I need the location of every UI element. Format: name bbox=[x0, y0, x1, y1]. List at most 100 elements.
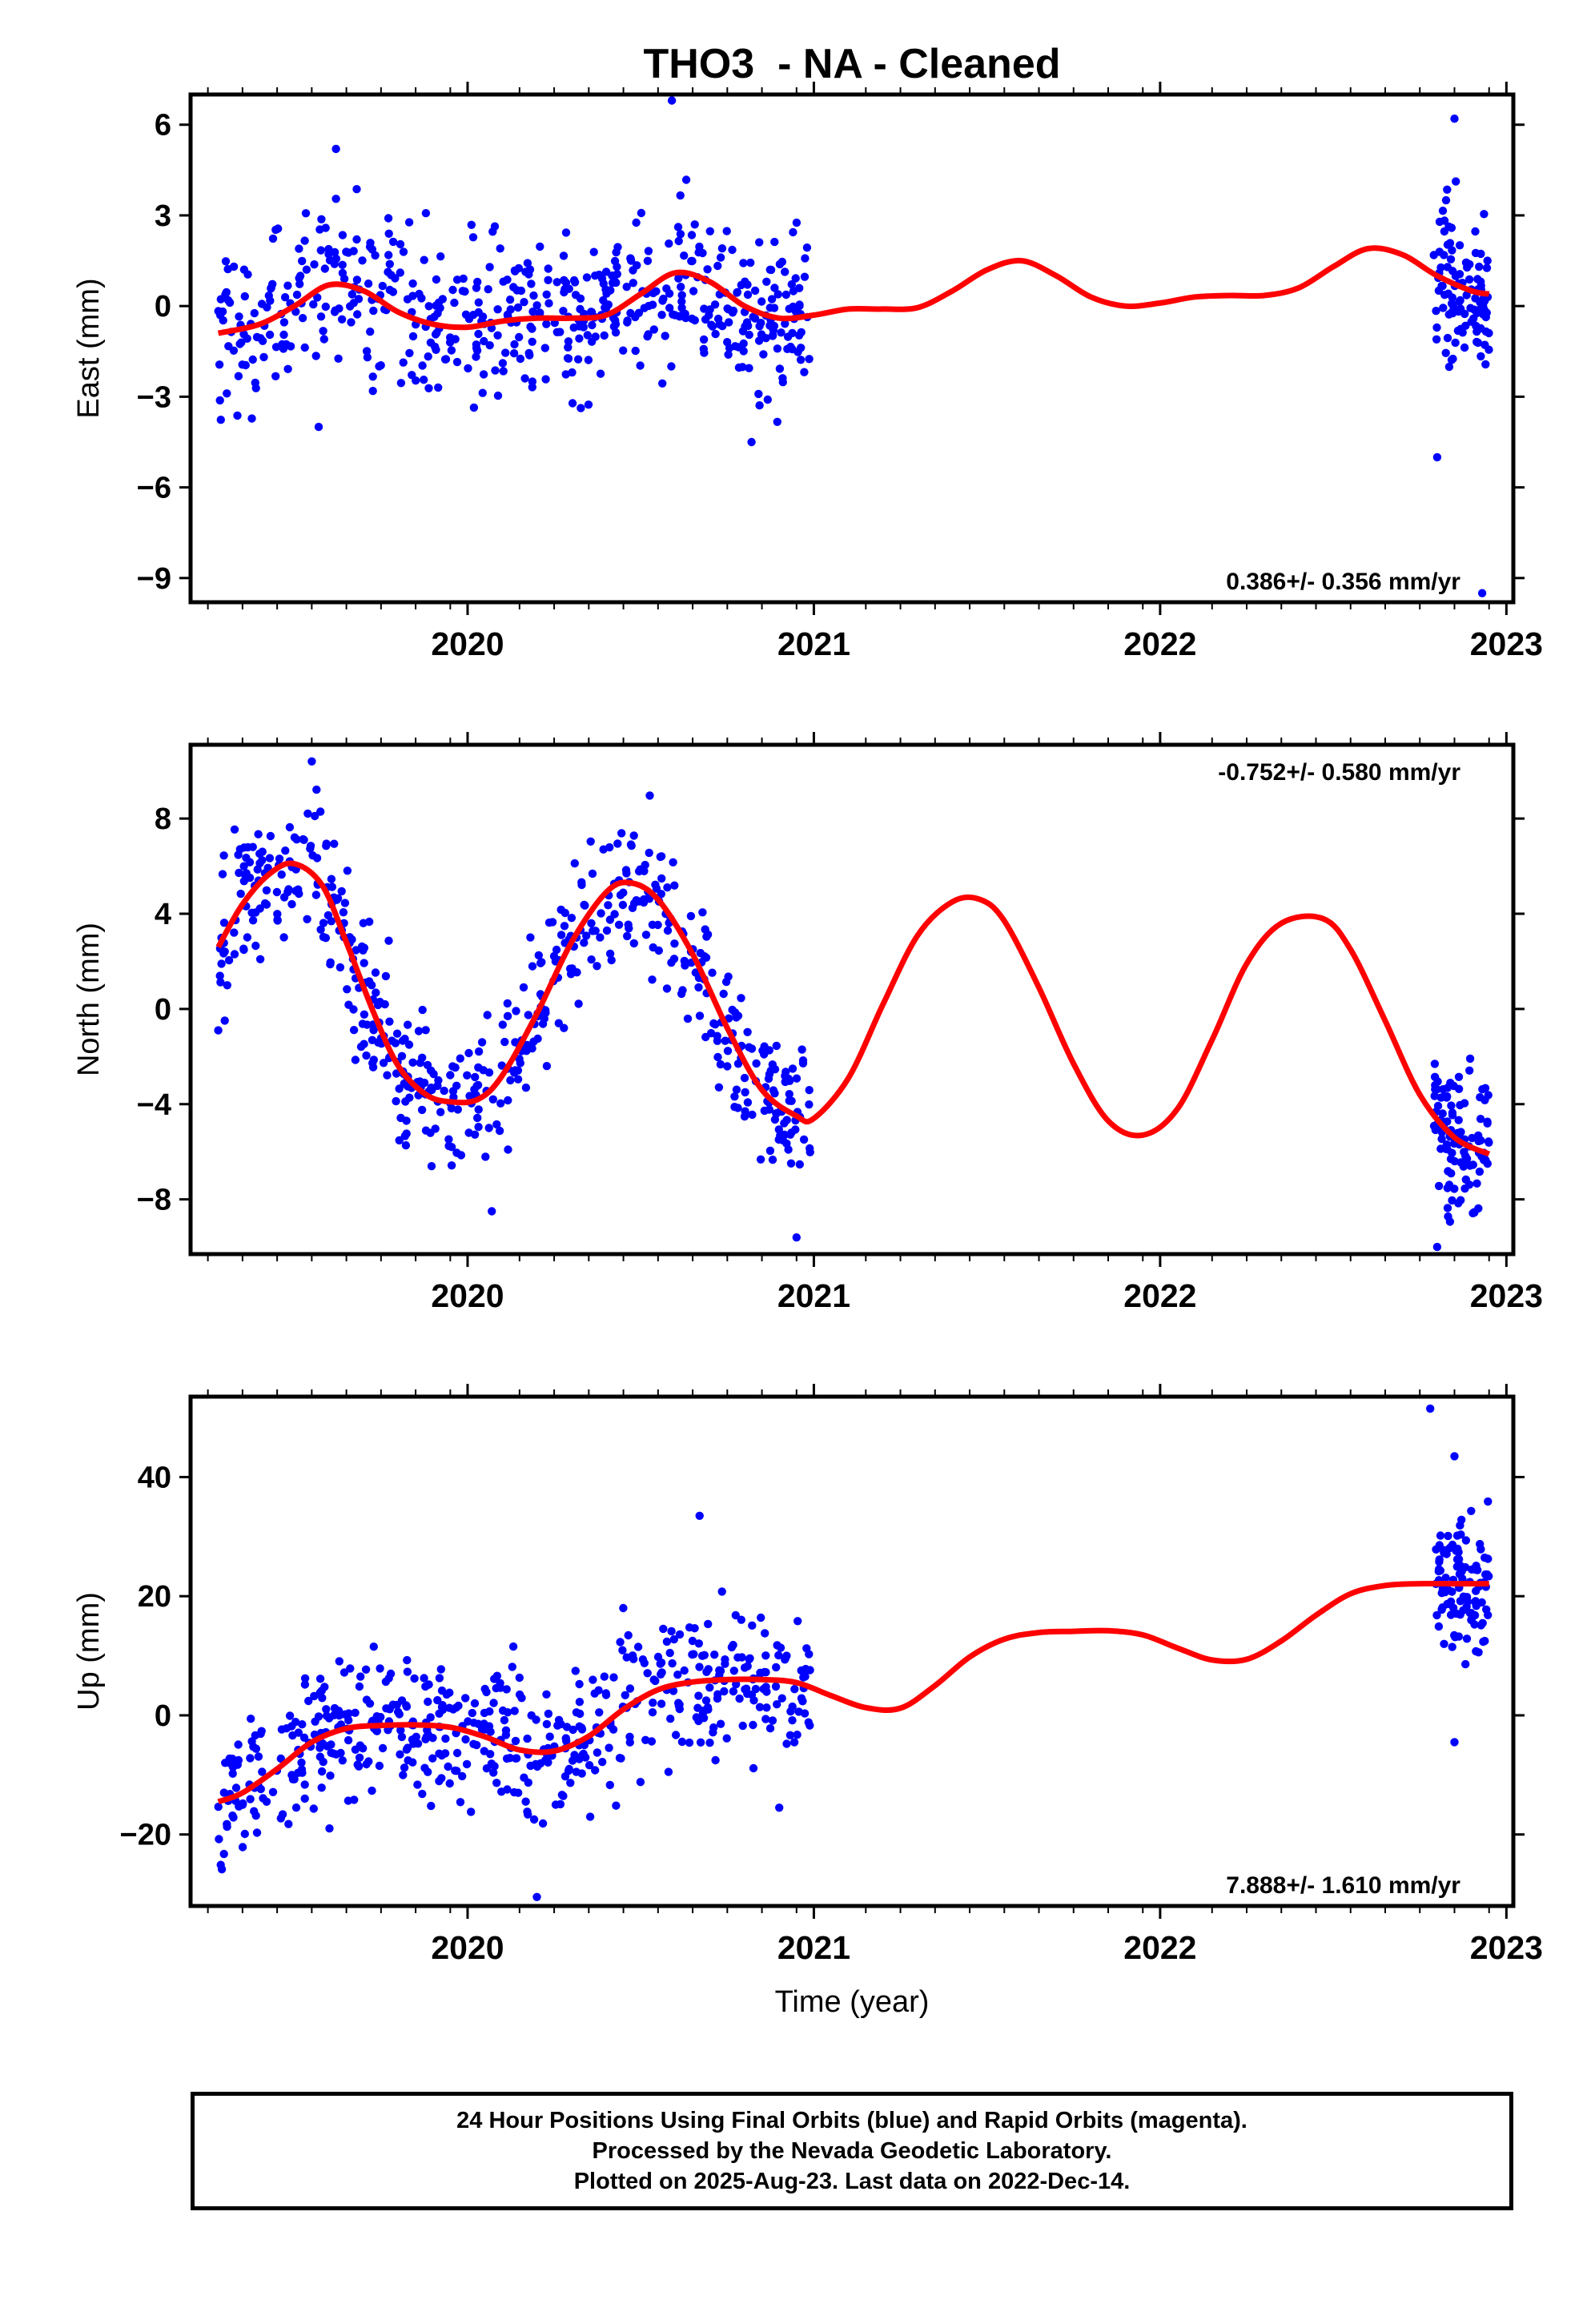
data-point bbox=[279, 330, 288, 340]
data-point bbox=[542, 290, 551, 299]
data-point bbox=[1437, 1589, 1446, 1598]
data-point bbox=[677, 1737, 687, 1747]
data-point bbox=[272, 887, 282, 897]
data-point bbox=[1485, 328, 1493, 338]
data-point bbox=[587, 955, 596, 964]
data-point bbox=[686, 911, 696, 921]
data-point bbox=[613, 270, 621, 279]
data-point bbox=[330, 839, 339, 848]
data-point bbox=[247, 414, 256, 423]
data-point bbox=[529, 1037, 538, 1046]
data-point bbox=[338, 1756, 347, 1765]
data-point bbox=[720, 1687, 729, 1696]
data-point bbox=[1439, 1085, 1448, 1094]
data-point bbox=[474, 298, 483, 307]
data-point bbox=[756, 1668, 765, 1677]
data-point bbox=[473, 1080, 483, 1090]
data-point bbox=[773, 344, 782, 353]
data-point bbox=[432, 275, 441, 284]
data-point bbox=[556, 905, 565, 915]
data-point bbox=[1475, 262, 1484, 271]
data-point bbox=[319, 327, 327, 336]
data-point bbox=[326, 1771, 335, 1780]
data-point bbox=[713, 314, 723, 324]
data-point bbox=[428, 1754, 437, 1763]
data-point bbox=[1461, 321, 1470, 330]
data-point bbox=[235, 340, 244, 348]
data-point bbox=[343, 985, 352, 994]
data-point bbox=[327, 1748, 335, 1757]
data-point bbox=[741, 322, 749, 331]
data-point bbox=[1444, 1212, 1452, 1221]
data-point bbox=[243, 933, 252, 942]
data-point bbox=[285, 1711, 295, 1720]
data-point bbox=[365, 917, 374, 927]
data-point bbox=[696, 1738, 705, 1747]
data-point bbox=[579, 323, 588, 332]
data-point bbox=[571, 291, 581, 300]
data-point bbox=[751, 1684, 761, 1694]
data-point bbox=[467, 1807, 476, 1816]
data-point bbox=[633, 261, 641, 270]
data-point bbox=[424, 384, 433, 392]
data-point bbox=[548, 918, 557, 927]
data-point bbox=[396, 1726, 405, 1735]
data-point bbox=[667, 96, 677, 105]
data-point bbox=[294, 1728, 303, 1737]
data-point bbox=[695, 1511, 704, 1521]
data-point bbox=[756, 1155, 765, 1164]
data-point bbox=[468, 233, 478, 242]
data-point bbox=[692, 1713, 701, 1722]
data-point bbox=[452, 1148, 461, 1157]
data-point bbox=[277, 870, 286, 879]
data-point bbox=[711, 329, 720, 339]
data-point bbox=[1443, 333, 1452, 343]
data-point bbox=[418, 361, 427, 370]
y-tick-label: 3 bbox=[155, 199, 171, 233]
data-point bbox=[456, 1054, 464, 1063]
data-point bbox=[588, 869, 597, 879]
data-point bbox=[596, 369, 605, 378]
data-point bbox=[624, 920, 633, 929]
model-curve bbox=[217, 245, 1490, 336]
data-point bbox=[773, 1700, 781, 1709]
data-point bbox=[776, 1643, 785, 1652]
data-point bbox=[461, 1694, 470, 1703]
data-point bbox=[1443, 1092, 1452, 1101]
data-point bbox=[446, 1071, 455, 1080]
data-point bbox=[627, 841, 636, 850]
data-point bbox=[604, 300, 613, 309]
data-point bbox=[1480, 1096, 1489, 1105]
data-point bbox=[265, 854, 275, 862]
data-point bbox=[781, 267, 789, 276]
data-point bbox=[473, 1113, 482, 1123]
data-point bbox=[1479, 1637, 1488, 1647]
data-point bbox=[770, 1065, 780, 1074]
data-point bbox=[317, 215, 326, 223]
data-point bbox=[360, 1010, 369, 1019]
data-point bbox=[688, 1636, 697, 1646]
y-axis-label: North (mm) bbox=[72, 923, 106, 1076]
data-point bbox=[412, 1732, 420, 1741]
data-point bbox=[459, 274, 468, 283]
data-point bbox=[231, 1783, 241, 1792]
data-point bbox=[225, 1754, 234, 1763]
data-point bbox=[805, 1650, 814, 1659]
data-point bbox=[775, 364, 785, 373]
data-point bbox=[273, 915, 282, 924]
data-point bbox=[239, 1799, 247, 1808]
data-point bbox=[619, 888, 628, 897]
data-point bbox=[1485, 345, 1493, 354]
data-point bbox=[445, 338, 455, 347]
data-point bbox=[781, 320, 789, 328]
data-point bbox=[765, 1105, 774, 1114]
data-point bbox=[531, 1759, 540, 1769]
data-point bbox=[1448, 1603, 1458, 1613]
data-point bbox=[504, 1096, 512, 1105]
data-point bbox=[347, 318, 356, 327]
rate-annotation: 0.386+/- 0.356 mm/yr bbox=[1226, 569, 1460, 595]
data-point bbox=[384, 251, 393, 259]
data-point bbox=[239, 843, 249, 852]
data-point bbox=[360, 1039, 368, 1048]
data-point bbox=[805, 1086, 814, 1095]
